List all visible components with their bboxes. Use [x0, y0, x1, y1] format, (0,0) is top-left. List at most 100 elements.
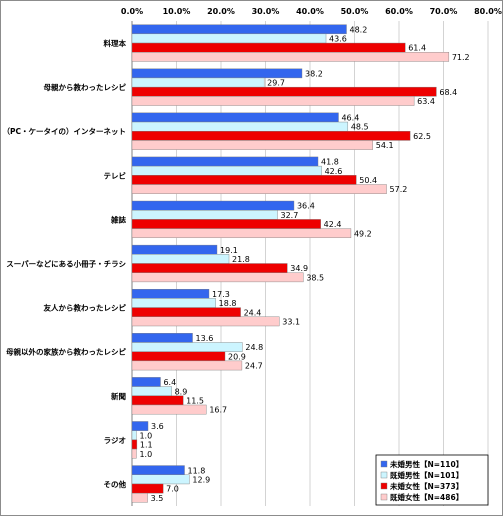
- category-label: 母親以外の家族から教わったレシピ: [6, 347, 126, 357]
- bars: [131, 24, 450, 503]
- bar: [131, 96, 415, 106]
- value-label: 24.8: [245, 343, 263, 352]
- legend-entry: 既婚男性【N=101】: [390, 470, 463, 480]
- tick-label: 60.0%: [385, 7, 413, 16]
- value-label: 19.1: [220, 246, 238, 255]
- bar: [131, 386, 172, 396]
- bar: [131, 465, 185, 475]
- value-label: 48.2: [349, 25, 367, 34]
- bar: [131, 439, 138, 450]
- category-label: スーパーなどにある小冊子・チラシ: [6, 259, 126, 269]
- value-label: 49.2: [354, 229, 372, 238]
- category-label: （PC・ケータイの）インターネット: [2, 126, 126, 136]
- value-label: 3.5: [151, 494, 164, 503]
- tick-label: 70.0%: [430, 7, 458, 16]
- value-label: 61.4: [408, 44, 426, 53]
- bar: [131, 333, 193, 343]
- value-label: 42.4: [324, 220, 342, 229]
- value-label: 50.4: [359, 176, 377, 185]
- bar: [131, 448, 137, 459]
- value-label: 29.7: [267, 79, 285, 88]
- legend: 未婚男性【N=110】既婚男性【N=101】未婚女性【N=373】既婚女性【N=…: [375, 454, 489, 506]
- value-label: 57.2: [390, 185, 408, 194]
- value-label: 48.5: [351, 123, 369, 132]
- bar: [131, 288, 210, 299]
- value-label: 11.8: [188, 466, 206, 475]
- legend-entry: 未婚男性【N=110】: [390, 459, 463, 469]
- legend-swatch: [380, 471, 388, 479]
- tick-label: 20.0%: [207, 7, 235, 16]
- bar: [131, 272, 304, 283]
- value-label: 16.7: [209, 406, 227, 415]
- bar: [131, 351, 226, 362]
- bar: [131, 307, 241, 317]
- value-label: 71.2: [452, 53, 470, 62]
- value-label: 38.2: [305, 69, 323, 78]
- value-label: 21.8: [232, 255, 250, 264]
- bar: [131, 395, 184, 406]
- value-label: 13.6: [196, 334, 214, 343]
- tick-label: 50.0%: [341, 7, 369, 16]
- tick-label: 10.0%: [163, 7, 191, 16]
- bar: [131, 254, 230, 264]
- bar: [131, 140, 373, 150]
- value-label: 18.8: [219, 299, 237, 308]
- bar: [131, 430, 137, 441]
- category-label: 友人から教わったレシピ: [43, 303, 127, 313]
- value-label: 42.6: [325, 167, 343, 176]
- category-label: 母親から教わったレシピ: [44, 82, 127, 92]
- value-label: 24.7: [245, 362, 263, 371]
- bar: [131, 33, 327, 44]
- bar: [131, 86, 437, 97]
- bar: [131, 112, 339, 123]
- legend-swatch: [380, 482, 388, 490]
- value-label: 32.7: [281, 211, 299, 220]
- legend-entry: 既婚女性【N=486】: [390, 492, 463, 502]
- x-axis-ticks: 0.0% 10.0% 20.0% 30.0% 40.0% 50.0% 60.0% 70.0% 8…: [121, 7, 502, 16]
- bar: [131, 421, 149, 431]
- bar: [131, 24, 347, 35]
- bar: [131, 52, 450, 62]
- bar: [131, 68, 303, 79]
- bar: [131, 184, 387, 194]
- bar: [131, 228, 352, 239]
- value-label: 1.0: [139, 431, 152, 440]
- bar: [131, 200, 295, 211]
- category-label: 雑誌: [110, 214, 126, 224]
- legend-swatch: [380, 460, 388, 468]
- bar: [131, 483, 164, 494]
- category-label: 料理本: [104, 38, 127, 48]
- bar: [131, 131, 411, 141]
- legend-swatch: [380, 493, 388, 501]
- bar: [131, 219, 321, 229]
- value-label: 8.9: [175, 387, 188, 396]
- value-label: 6.4: [163, 378, 176, 387]
- category-label: その他: [104, 479, 127, 489]
- value-label: 41.8: [321, 158, 339, 167]
- tick-label: 80.0%: [474, 7, 502, 16]
- value-label: 1.0: [139, 450, 152, 459]
- bar: [131, 121, 349, 132]
- bar: [131, 42, 406, 53]
- value-label: 46.4: [341, 114, 359, 123]
- category-label: 新聞: [111, 391, 126, 401]
- value-label: 68.4: [439, 88, 457, 97]
- value-label: 3.6: [151, 422, 164, 431]
- tick-label: 30.0%: [252, 7, 280, 16]
- bar: [131, 77, 265, 88]
- bar: [131, 492, 148, 503]
- bar: [131, 165, 322, 176]
- bar: [131, 263, 288, 273]
- value-label: 12.9: [192, 475, 210, 484]
- value-label: 24.4: [244, 308, 262, 317]
- category-label: ラジオ: [104, 436, 126, 445]
- value-label: 20.9: [228, 352, 246, 361]
- value-label: 62.5: [413, 132, 431, 141]
- value-label: 63.4: [417, 97, 435, 106]
- tick-label: 40.0%: [296, 7, 324, 16]
- bar: [131, 156, 319, 167]
- bar: [131, 316, 280, 327]
- bar: [131, 342, 243, 352]
